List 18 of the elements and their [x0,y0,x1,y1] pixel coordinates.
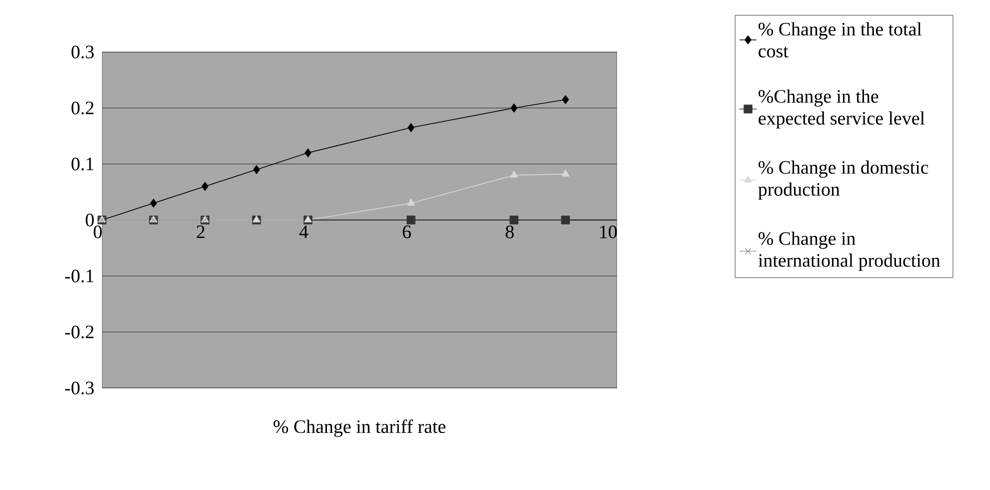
x-tick-label: 6 [402,226,411,238]
legend-label: %Change in the expected service level [758,89,925,129]
x-tick-label: 10 [600,226,617,238]
y-tick-label: 0 [86,214,94,226]
x-tick-label: 8 [506,226,514,238]
y-tick-label: -0.1 [65,270,94,282]
x-tick-label: 0 [94,226,102,238]
y-tick-label: 0.2 [72,102,94,114]
legend-label: % Change in the total cost [758,22,922,58]
y-tick-label: 0.3 [72,46,94,58]
y-tick-label: -0.3 [65,382,94,394]
y-tick-label: 0.1 [72,158,94,170]
x-tick-label: 2 [196,226,204,238]
x-axis-title: % Change in tariff rate [274,420,446,437]
legend-label: % Change in international production [758,232,940,271]
y-tick-label: -0.2 [65,326,94,338]
legend-label: % Change in domestic production [758,160,928,200]
x-tick-label: 4 [299,226,308,238]
